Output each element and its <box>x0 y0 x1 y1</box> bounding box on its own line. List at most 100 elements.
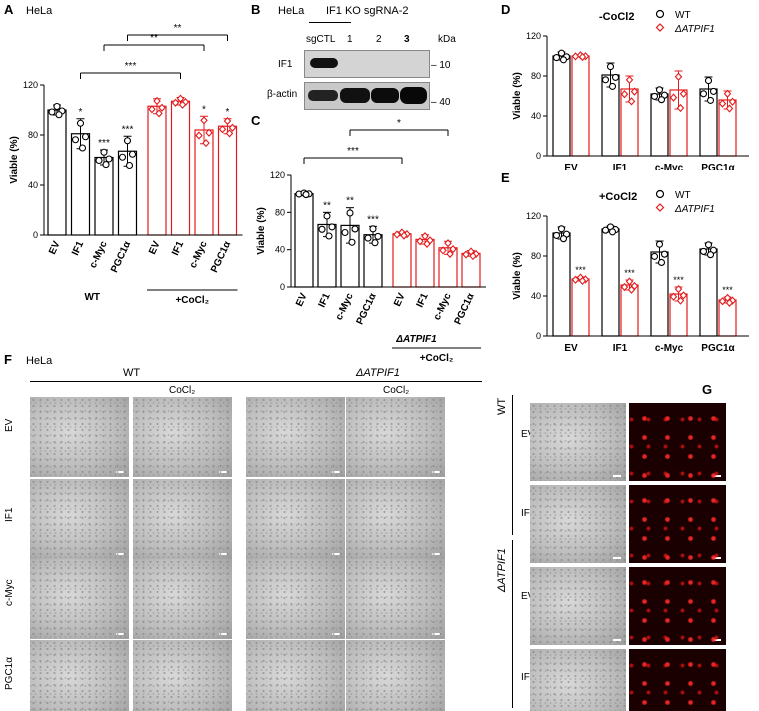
blot-actin-band-4 <box>400 87 427 104</box>
blot-header: IF1 KO sgRNA-2 <box>326 5 409 17</box>
chart-e-bar <box>552 232 571 337</box>
chart-c-point <box>423 239 431 248</box>
scale-bar <box>713 475 721 477</box>
chart-c-point <box>469 251 477 261</box>
panel-f-group-wt: WT <box>123 367 141 379</box>
chart-c-x-tick-label: c-Myc <box>432 291 454 322</box>
scale-bar <box>116 471 124 473</box>
chart-a-point <box>53 102 61 111</box>
chart-a-x-tick-label: IF1 <box>70 239 86 257</box>
chart-d-point <box>552 54 561 62</box>
chart-c-x-tick-label: EV <box>392 291 408 308</box>
chart-e-x-tick-label: EV <box>564 343 578 354</box>
chart-c-point <box>462 250 470 259</box>
scale-bar <box>332 471 340 473</box>
chart-c-bar <box>392 233 412 288</box>
chart-a-point <box>105 155 113 163</box>
blot-cell-line: HeLa <box>278 5 305 17</box>
blot-header-line <box>309 22 351 23</box>
chart-a-sig-label: * <box>79 107 83 118</box>
panel-f-row-if1: IF1 <box>4 507 15 522</box>
chart-c-point <box>369 225 377 233</box>
chart-a-y-tick-label: 0 <box>33 230 38 240</box>
chart-d-legend-marker-wt <box>655 9 665 19</box>
chart-a-point <box>102 161 110 169</box>
chart-d-y-tick-label: 0 <box>536 151 541 161</box>
chart-e-y-tick-label: 120 <box>526 211 541 221</box>
chart-a-sig-label: *** <box>122 124 134 135</box>
panel-letter-c: C <box>251 113 261 128</box>
chart-c-point <box>351 225 359 233</box>
chart-d-point <box>627 97 636 106</box>
chart-a-comparison-label: *** <box>125 61 137 72</box>
chart-e-point <box>620 282 629 292</box>
chart-c-sig-label: ** <box>323 200 331 211</box>
chart-a-sig-label: * <box>226 107 230 118</box>
scale-bar <box>432 553 440 555</box>
chart-e-bar <box>699 248 718 337</box>
chart-d-point <box>657 96 666 104</box>
chart-e-legend-marker-ko <box>655 203 665 212</box>
chart-d-point <box>679 89 688 98</box>
chart-e-sig-label: *** <box>673 275 684 285</box>
chart-c-point <box>393 230 401 239</box>
chart-e-point <box>571 275 580 284</box>
micrograph-f-if1-ko-cocl2 <box>346 479 445 559</box>
panel-letter-g: G <box>702 382 713 397</box>
chart-d-legend-ko: ΔATPIF1 <box>674 24 715 35</box>
chart-a-x-tick-label: EV <box>147 239 163 256</box>
micrograph-f-pgc1a-wt-ctrl <box>30 640 129 711</box>
chart-a-point <box>225 129 234 138</box>
micrograph-f-pgc1a-ko-cocl2 <box>346 640 445 711</box>
panel-f-row-cmyc: c-Myc <box>4 579 15 606</box>
chart-d-point <box>699 90 708 98</box>
chart-e-point <box>725 298 734 307</box>
chart-a-x-tick-label: c-Myc <box>88 239 110 270</box>
chart-c-y-tick-label: 120 <box>270 170 285 180</box>
chart-d-point <box>676 103 685 113</box>
blot-lane-2: 1 <box>347 34 353 45</box>
panel-f-ko-line <box>246 381 482 382</box>
scale-bar <box>432 471 440 473</box>
chart-e-point <box>660 250 669 258</box>
chart-a-bar <box>170 100 191 236</box>
chart-d-point <box>630 87 639 96</box>
chart-d-x-tick-label: EV <box>564 163 578 170</box>
chart-a-group-cocl2: +CoCl₂ <box>175 295 209 306</box>
chart-e-point <box>704 241 713 249</box>
chart-c-x-tick-label: EV <box>294 291 310 308</box>
chart-d-bar <box>552 55 571 157</box>
panel-letter-d: D <box>501 2 511 17</box>
chart-c-point <box>328 223 336 231</box>
micrograph-f-ev-ko-ctrl <box>246 397 345 477</box>
chart-e-bar <box>620 284 639 337</box>
chart-a-x-tick-label: EV <box>47 239 63 256</box>
chart-d-point <box>674 72 683 81</box>
chart-c-group-ko: ΔATPIF1 <box>395 334 437 345</box>
chart-a-point <box>125 161 134 170</box>
blot-marker-10: – 10 <box>431 60 451 71</box>
chart-c-point <box>439 246 447 255</box>
scale-bar <box>116 553 124 555</box>
chart-d-x-tick-label: c-Myc <box>655 163 684 170</box>
chart-c-point <box>341 228 349 237</box>
chart-e-y-tick-label: 0 <box>536 331 541 341</box>
chart-e-point <box>699 247 708 255</box>
blot-marker-40: – 40 <box>431 97 451 108</box>
scale-bar <box>219 553 227 555</box>
chart-c-point <box>318 225 326 233</box>
chart-c: 0 40 80 120 Viable (%) EV ** IF1 ** c-Myc *** PGC1α… <box>256 118 486 364</box>
chart-a-y-tick-label: 80 <box>28 130 38 140</box>
chart-a-point <box>55 111 63 119</box>
chart-a-x-tick-label: PGC1α <box>209 239 233 275</box>
chart-c-point <box>348 238 356 246</box>
chart-a-point <box>171 98 180 107</box>
chart-a-point <box>95 156 103 165</box>
micrograph-g-ko-if1-brightfield <box>530 649 626 711</box>
chart-d-y-tick-label: 80 <box>531 71 541 81</box>
chart-a-point <box>118 153 127 161</box>
micrograph-f-if1-ko-ctrl <box>246 479 345 559</box>
chart-c-bar <box>294 193 314 288</box>
chart-e-bar <box>601 228 620 337</box>
micrograph-f-cmyc-ko-cocl2 <box>346 559 445 639</box>
